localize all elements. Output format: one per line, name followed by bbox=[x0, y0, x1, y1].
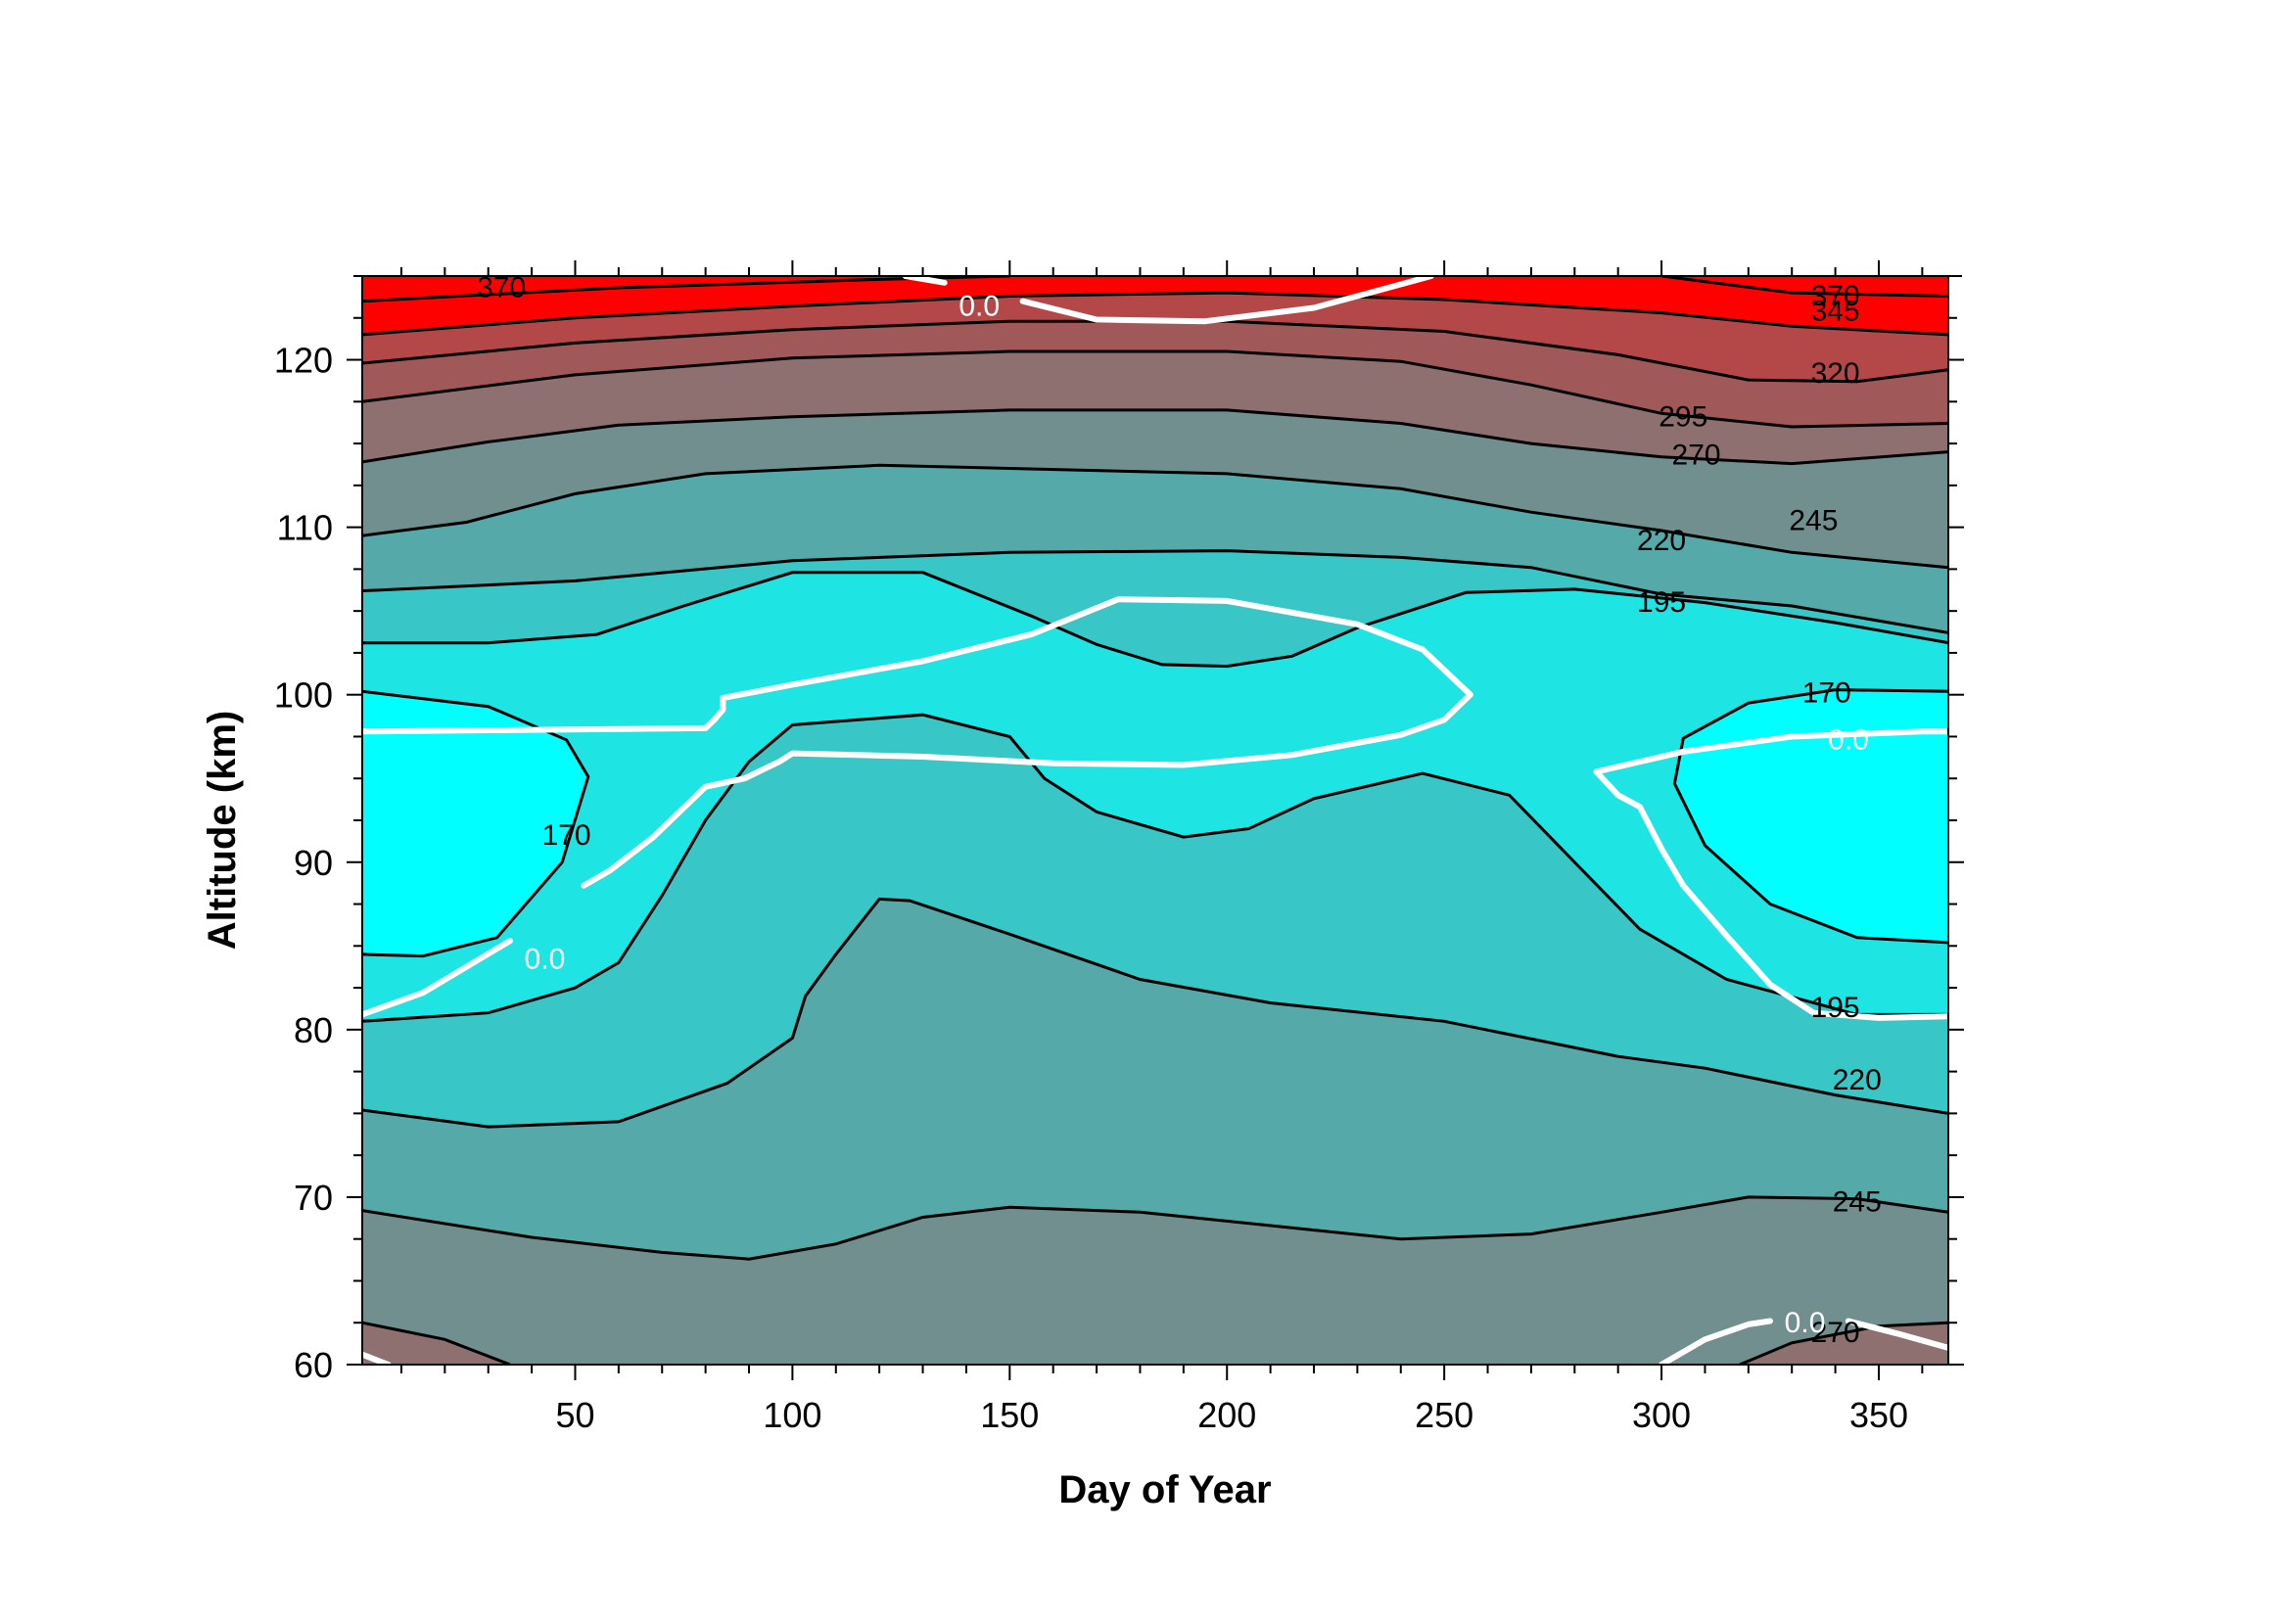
x-tick-label-200: 200 bbox=[1197, 1395, 1256, 1435]
temperature-contour-195-8 bbox=[362, 571, 1948, 669]
wind-zero-label-2: 0.0 bbox=[525, 944, 566, 976]
temperature-label-345-2: 345 bbox=[1811, 296, 1860, 328]
temperature-band-1 bbox=[362, 293, 1948, 382]
x-axis-title: Day of Year bbox=[1058, 1468, 1271, 1511]
temperature-band-4 bbox=[362, 409, 1948, 568]
temperature-contour-220-7 bbox=[362, 549, 1948, 634]
temperature-contour-320-3 bbox=[362, 319, 1948, 384]
wind-zero-contour-0 bbox=[902, 276, 948, 286]
x-tick-label-350: 350 bbox=[1849, 1395, 1908, 1435]
temperature-band-10 bbox=[362, 715, 1948, 1128]
temperature-contour-220-12 bbox=[362, 897, 1948, 1129]
temperature-contour-195-11 bbox=[362, 713, 1948, 1023]
wind-zero-contour-5 bbox=[362, 1351, 392, 1365]
temperature-label-195-8: 195 bbox=[1637, 586, 1686, 619]
axes-layer: 50 100 150 200 250 300 350 60 70 80 90 100 110 120 bbox=[274, 260, 1964, 1435]
temperature-band-13 bbox=[362, 1322, 510, 1365]
y-tick-label-70: 70 bbox=[294, 1178, 333, 1218]
temperature-band-6 bbox=[362, 550, 1948, 667]
temperature-contour-layer bbox=[362, 276, 1948, 1365]
x-tick-label-50: 50 bbox=[555, 1395, 594, 1435]
wind-zero-contour-layer bbox=[362, 276, 1948, 1365]
temperature-contour-270-14 bbox=[362, 1321, 511, 1365]
temperature-label-320-3: 320 bbox=[1811, 357, 1860, 390]
temperature-band-12 bbox=[362, 1196, 1948, 1365]
temperature-label-245-13: 245 bbox=[1833, 1186, 1882, 1219]
y-axis-title: Altitude (km) bbox=[201, 711, 244, 950]
temperature-contour-270-5 bbox=[362, 408, 1948, 466]
y-tick-label-60: 60 bbox=[294, 1345, 333, 1385]
temperature-contour-270-15 bbox=[1739, 1321, 1948, 1365]
y-tick-label-90: 90 bbox=[294, 843, 333, 883]
temperature-band-3 bbox=[362, 351, 1948, 464]
y-tick-label-120: 120 bbox=[274, 341, 333, 381]
temperature-band-8 bbox=[362, 691, 588, 956]
temperature-label-270-14: 270 bbox=[1811, 1317, 1860, 1349]
x-tick-label-300: 300 bbox=[1632, 1395, 1691, 1435]
wind-zero-label-1: 0.0 bbox=[1828, 724, 1869, 757]
temperature-band-11 bbox=[362, 899, 1948, 1260]
wind-zero-contour-7 bbox=[1845, 1318, 1948, 1351]
temperature-contour-170-9 bbox=[362, 689, 590, 958]
temperature-contour-345-2 bbox=[362, 291, 1948, 337]
temperature-band-0 bbox=[362, 276, 1948, 335]
temperature-band-2 bbox=[362, 321, 1948, 427]
temperature-label-295-4: 295 bbox=[1659, 400, 1707, 433]
wind-zero-contour-3 bbox=[362, 938, 513, 1018]
temperature-contour-370-0 bbox=[362, 276, 1010, 303]
temperature-contour-170-10 bbox=[1672, 688, 1948, 945]
temperature-label-370-1: 370 bbox=[1811, 280, 1860, 312]
temperature-label-220-7: 220 bbox=[1637, 525, 1686, 557]
contour-label-layer: 370 3703453202952702452201951701701952202… bbox=[477, 272, 1882, 1350]
wind-zero-contour-1 bbox=[1019, 276, 1434, 325]
wind-zero-label-3: 0.0 bbox=[1785, 1307, 1826, 1339]
temperature-contour-245-6 bbox=[362, 463, 1948, 570]
wind-zero-label-0: 0.0 bbox=[958, 290, 1000, 322]
y-tick-label-100: 100 bbox=[274, 675, 333, 716]
y-tick-label-80: 80 bbox=[294, 1010, 333, 1050]
temperature-label-370-0: 370 bbox=[477, 272, 526, 304]
x-tick-label-250: 250 bbox=[1415, 1395, 1473, 1435]
temperature-band-5 bbox=[362, 465, 1948, 633]
temperature-contour-370-1 bbox=[1660, 276, 1948, 298]
temperature-label-170-9: 170 bbox=[1802, 677, 1851, 710]
wind-zero-contour-2 bbox=[362, 596, 1473, 889]
x-tick-label-100: 100 bbox=[763, 1395, 821, 1435]
temperature-label-170-10: 170 bbox=[542, 819, 591, 852]
temperature-contour-245-13 bbox=[362, 1195, 1948, 1261]
temperature-label-220-12: 220 bbox=[1833, 1064, 1882, 1096]
temperature-label-195-11: 195 bbox=[1811, 992, 1860, 1024]
x-tick-label-150: 150 bbox=[980, 1395, 1039, 1435]
temperature-band-7 bbox=[362, 572, 1948, 1022]
wind-zero-contour-6 bbox=[1659, 1318, 1773, 1365]
temperature-label-245-6: 245 bbox=[1789, 504, 1838, 536]
wind-zero-contour-4 bbox=[1593, 728, 1948, 1021]
y-tick-label-110: 110 bbox=[277, 508, 333, 548]
temperature-contour-295-4 bbox=[362, 349, 1948, 429]
temperature-label-270-5: 270 bbox=[1672, 440, 1721, 472]
